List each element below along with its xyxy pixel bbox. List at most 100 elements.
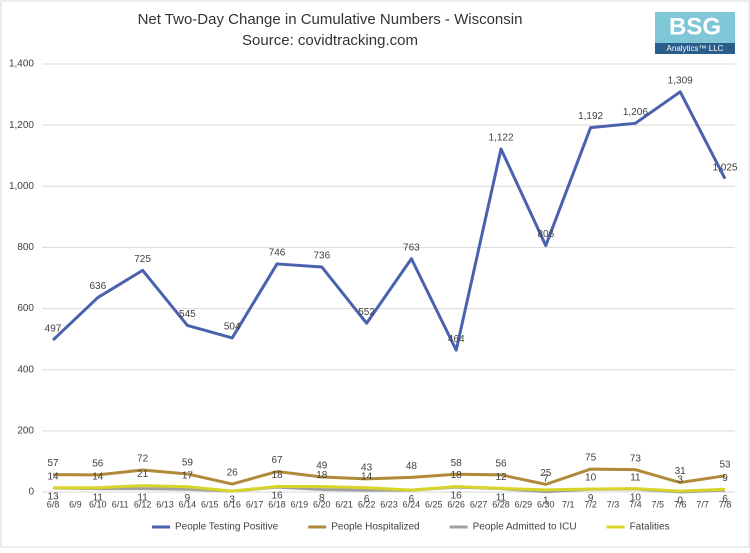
- data-label: 59: [182, 458, 194, 469]
- data-label: 48: [406, 461, 418, 472]
- y-tick-label: 1,000: [9, 181, 34, 192]
- chart-subtitle: Source: covidtracking.com: [242, 32, 418, 49]
- x-tick-label: 6/30: [537, 499, 555, 509]
- x-tick-label: 6/14: [179, 499, 197, 509]
- x-tick-label: 7/5: [652, 499, 665, 509]
- data-label: 552: [358, 307, 375, 318]
- data-label: 43: [361, 462, 373, 473]
- data-label: 9: [185, 493, 191, 504]
- y-tick-label: 0: [28, 487, 34, 498]
- data-label: 636: [89, 281, 106, 292]
- data-label: 14: [361, 471, 373, 482]
- chart-title: Net Two-Day Change in Cumulative Numbers…: [138, 11, 523, 28]
- x-tick-label: 6/29: [515, 499, 533, 509]
- data-label: 17: [182, 470, 194, 481]
- x-tick-label: 7/1: [562, 499, 575, 509]
- data-label: 464: [448, 334, 465, 345]
- data-label: 10: [585, 473, 597, 484]
- data-label: 58: [451, 458, 463, 469]
- x-tick-label: 6/10: [89, 499, 107, 509]
- data-label: 14: [92, 471, 104, 482]
- data-label: 746: [269, 248, 286, 259]
- data-label: 53: [719, 459, 731, 470]
- data-label: 73: [630, 453, 642, 464]
- x-tick-label: 6/13: [156, 499, 174, 509]
- data-label: 25: [540, 468, 552, 479]
- logo-subtext: Analytics™ LLC: [667, 44, 724, 53]
- x-tick-label: 6/11: [112, 499, 129, 509]
- data-label: 1,206: [623, 107, 648, 118]
- data-label: 1,192: [578, 111, 603, 122]
- data-label: 10: [630, 493, 642, 504]
- data-label: 504: [224, 322, 241, 333]
- x-tick-label: 6/19: [291, 499, 309, 509]
- legend-label: People Admitted to ICU: [473, 522, 577, 533]
- series-line: [51, 90, 727, 352]
- data-label: 545: [179, 309, 196, 320]
- y-tick-label: 1,400: [9, 59, 34, 70]
- data-label: 1,122: [488, 133, 513, 144]
- x-tick-label: 7/6: [674, 499, 687, 509]
- data-label: 8: [319, 493, 325, 504]
- series-line: [52, 467, 726, 486]
- data-label: 1: [543, 495, 549, 506]
- data-label: 18: [451, 470, 463, 481]
- data-label: 11: [137, 492, 148, 503]
- x-tick-label: 6/22: [358, 499, 376, 509]
- x-tick-label: 6/26: [447, 499, 465, 509]
- data-label: 497: [45, 324, 62, 335]
- data-label: 1,309: [668, 75, 693, 86]
- data-label: 16: [271, 491, 283, 502]
- data-label: 12: [495, 472, 507, 483]
- x-tick-label: 6/9: [69, 499, 82, 509]
- legend-label: People Testing Positive: [175, 522, 279, 533]
- data-label: 16: [451, 491, 463, 502]
- data-label: 9: [588, 493, 594, 504]
- x-tick-label: 6/18: [268, 499, 286, 509]
- data-label: 49: [316, 461, 328, 472]
- x-tick-label: 7/4: [629, 499, 642, 509]
- logo-band: [655, 43, 735, 54]
- data-label: 56: [495, 459, 507, 470]
- data-label: 67: [271, 455, 283, 466]
- data-label: 0: [677, 496, 683, 507]
- x-tick-label: 6/24: [403, 499, 421, 509]
- y-tick-label: 1,200: [9, 120, 34, 131]
- x-tick-label: 6/23: [380, 499, 398, 509]
- data-label: 56: [92, 459, 104, 470]
- y-tick-label: 600: [17, 303, 34, 314]
- data-label: 1,025: [712, 162, 737, 173]
- data-label: 9: [722, 473, 728, 484]
- data-label: 763: [403, 242, 420, 253]
- y-tick-label: 400: [17, 364, 34, 375]
- x-tick-label: 6/8: [47, 499, 60, 509]
- x-tick-label: 7/2: [584, 499, 597, 509]
- x-tick-label: 6/21: [335, 499, 353, 509]
- x-tick-label: 6/25: [425, 499, 443, 509]
- logo-text: BSG: [669, 13, 721, 40]
- y-tick-label: 800: [17, 242, 34, 253]
- data-label: 725: [134, 254, 151, 265]
- data-label: 11: [630, 472, 641, 483]
- x-tick-label: 7/8: [719, 499, 732, 509]
- data-label: 26: [227, 468, 239, 479]
- data-label: 11: [496, 492, 507, 503]
- x-tick-label: 6/28: [492, 499, 510, 509]
- data-label: 6: [364, 494, 370, 505]
- data-label: 57: [47, 458, 59, 469]
- x-tick-label: 6/16: [223, 499, 241, 509]
- data-label: 75: [585, 453, 597, 464]
- data-label: 3: [677, 475, 683, 486]
- data-label: 18: [271, 470, 283, 481]
- data-label: 736: [313, 251, 330, 262]
- x-tick-label: 6/15: [201, 499, 219, 509]
- data-label: 18: [316, 470, 328, 481]
- data-label: 13: [47, 492, 59, 503]
- data-label: 3: [229, 495, 235, 506]
- data-label: 14: [47, 471, 59, 482]
- data-label: 6: [722, 494, 728, 505]
- data-label: 806: [537, 229, 554, 240]
- x-tick-label: 6/17: [246, 499, 264, 509]
- legend-label: Fatalities: [630, 522, 670, 533]
